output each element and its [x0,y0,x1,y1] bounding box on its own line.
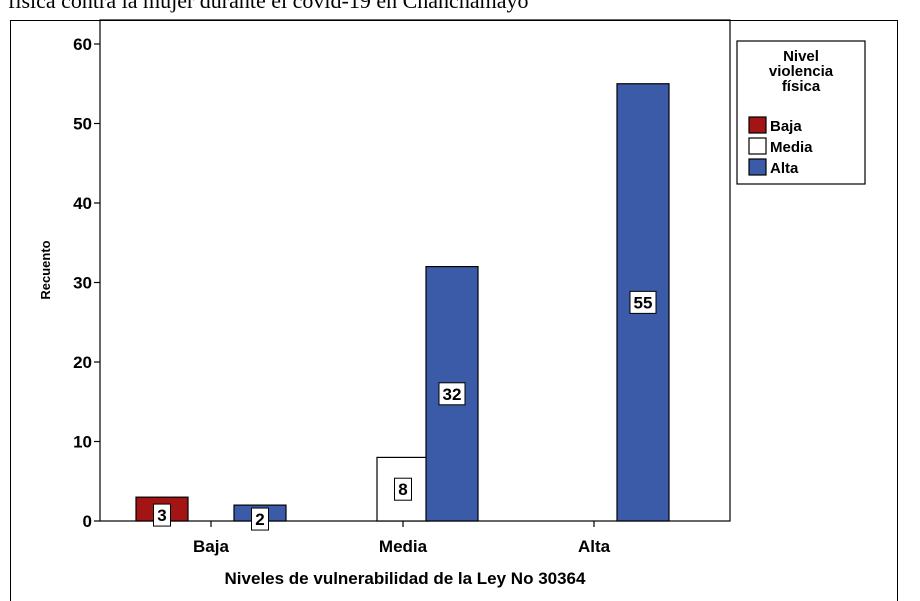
data-label: 55 [629,290,657,314]
y-tick-label: 40 [73,194,92,213]
legend-label-alta: Alta [770,160,799,177]
legend-label-baja: Baja [770,118,802,135]
legend-swatch-alta [748,158,767,176]
x-tick-label: Alta [578,537,611,556]
data-label: 8 [394,477,412,501]
x-tick-label: Media [379,537,428,556]
x-tick-label: Baja [193,537,229,556]
y-tick-label: 30 [73,274,92,293]
svg-text:2: 2 [255,510,264,529]
data-label: 32 [438,382,466,406]
y-axis-title: Recuento [38,240,53,299]
x-axis-title: Niveles de vulnerabilidad de la Ley No 3… [225,569,586,588]
legend-title: violencia [769,63,834,80]
legend-swatch-media [748,137,767,155]
svg-text:32: 32 [443,385,462,404]
bars [135,83,670,522]
legend-swatch-baja [748,116,767,134]
y-tick-label: 20 [73,353,92,372]
data-label: 3 [153,503,171,527]
data-label: 2 [251,507,269,531]
y-tick-label: 10 [73,433,92,452]
y-tick-label: 60 [73,35,92,54]
y-tick-label: 50 [73,115,92,134]
svg-text:8: 8 [398,480,407,499]
figure-caption: física contra la mujer durante el covid-… [8,0,529,13]
legend-title: Nivel [783,48,819,65]
svg-text:55: 55 [634,293,653,312]
svg-text:3: 3 [157,506,166,525]
y-tick-label: 0 [83,512,92,531]
x-axis: Baja Media Alta [193,521,611,556]
legend-label-media: Media [770,139,813,156]
legend-title: física [782,78,821,95]
